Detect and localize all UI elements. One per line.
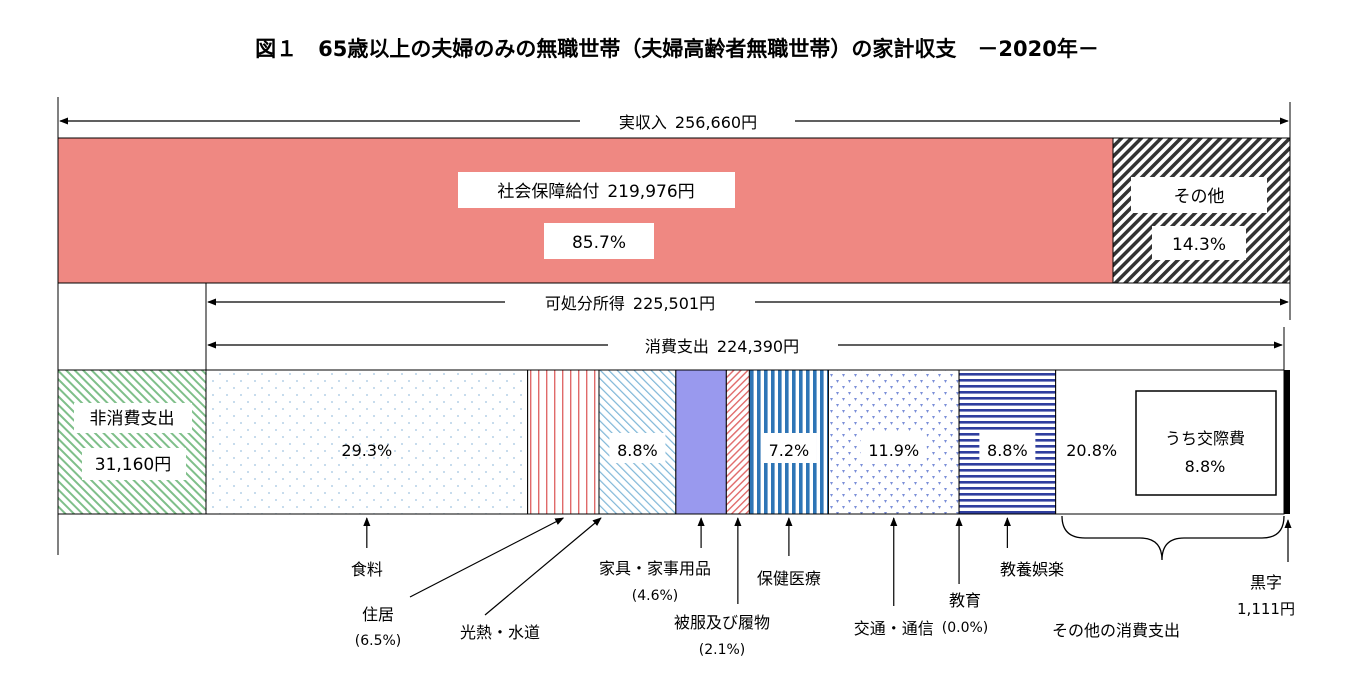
- social-security-pct-box: [544, 223, 654, 259]
- caption-medical: 保健医療: [757, 569, 821, 588]
- bar-transport-label: 11.9%: [868, 441, 919, 460]
- caption-education: 教育: [949, 591, 981, 610]
- bar-clothing: [725, 369, 750, 515]
- income-label-bg: [580, 106, 795, 136]
- caption-furniture: 家具・家事用品: [599, 559, 711, 578]
- consumption-label-bg: [608, 331, 838, 359]
- chart-title: 図１ 65歳以上の夫婦のみの無職世帯（夫婦高齢者無職世帯）の家計収支 －2020…: [255, 37, 1099, 61]
- bar-social-security: [57, 137, 1114, 284]
- bar-food: [205, 369, 529, 515]
- non-consumption-value: 31,160円: [95, 455, 171, 475]
- bar-recreation-label: 8.8%: [987, 441, 1028, 460]
- caption-food: 食料: [351, 560, 383, 579]
- caption-sub-housing: (6.5%): [355, 633, 402, 649]
- bar-medical-label-box: [760, 433, 817, 463]
- arrow-utilities: [484, 517, 602, 616]
- bar-recreation-label-box: [979, 433, 1036, 463]
- bar-furniture: [675, 369, 727, 515]
- income-bar: 社会保障給付 219,976円 85.7% その他 14.3%: [57, 137, 1291, 284]
- caption-other: その他の消費支出: [1052, 621, 1180, 640]
- other-income-label: その他: [1174, 187, 1225, 207]
- other-income-pct-box: [1152, 226, 1246, 260]
- surplus-annotation: 黒字 1,111円: [1237, 519, 1295, 618]
- caption-recreation: 教養娯楽: [1000, 560, 1064, 579]
- kosaihi-label: うち交際費: [1165, 429, 1245, 448]
- other-income-pct: 14.3%: [1172, 235, 1226, 255]
- consumption-measure: 消費支出 224,390円: [207, 327, 1285, 372]
- bar-surplus: [1284, 370, 1290, 514]
- kosaihi-pct: 8.8%: [1185, 457, 1226, 476]
- arrow-housing: [409, 517, 565, 598]
- caption-transport: 交通・通信: [854, 619, 934, 638]
- social-security-label: 社会保障給付 219,976円: [497, 182, 694, 202]
- other-spending-brace: [1061, 515, 1285, 561]
- caption-sub-furniture: (4.6%): [632, 588, 679, 604]
- non-consumption-label: 非消費支出: [90, 409, 175, 429]
- caption-sub-education: (0.0%): [942, 620, 989, 636]
- bar-food-label: 29.3%: [341, 441, 392, 460]
- surplus-label: 黒字: [1250, 573, 1282, 592]
- non-consumption-label-box: [74, 403, 192, 433]
- social-security-pct: 85.7%: [572, 233, 626, 253]
- caption-housing: 住居: [362, 605, 394, 624]
- other-income-label-box: [1131, 177, 1267, 213]
- bar-utilities-label: 8.8%: [617, 441, 658, 460]
- expenditure-bar: 非消費支出 31,160円 29.3% 8.8% 7.2% 11.9% 8.8% 20.8…: [57, 369, 1290, 515]
- income-measure: 実収入 256,660円: [57, 97, 1291, 555]
- disposable-label: 可処分所得 225,501円: [545, 294, 715, 313]
- caption-utilities: 光熱・水道: [460, 623, 540, 642]
- bar-connector: [57, 283, 207, 370]
- bar-transport-label-box: [860, 433, 927, 463]
- consumption-label: 消費支出 224,390円: [645, 337, 799, 356]
- consumption-segments: 29.3% 8.8% 7.2% 11.9% 8.8% 20.8%: [205, 369, 1285, 515]
- bar-utilities-label-box: [609, 433, 666, 463]
- bar-other-label: 20.8%: [1066, 441, 1117, 460]
- bar-non-consumption: [57, 369, 207, 515]
- bar-housing: [527, 369, 600, 515]
- non-consumption-value-box: [82, 448, 186, 480]
- bar-medical-label: 7.2%: [769, 441, 810, 460]
- surplus-value: 1,111円: [1237, 600, 1295, 618]
- income-label: 実収入 256,660円: [619, 113, 757, 132]
- disposable-label-bg: [505, 288, 755, 316]
- caption-clothing: 被服及び履物: [674, 613, 770, 632]
- social-security-label-box: [458, 172, 735, 208]
- caption-sub-clothing: (2.1%): [699, 642, 746, 658]
- kosaihi-box: [1135, 390, 1277, 496]
- disposable-measure: 可処分所得 225,501円: [207, 288, 1289, 316]
